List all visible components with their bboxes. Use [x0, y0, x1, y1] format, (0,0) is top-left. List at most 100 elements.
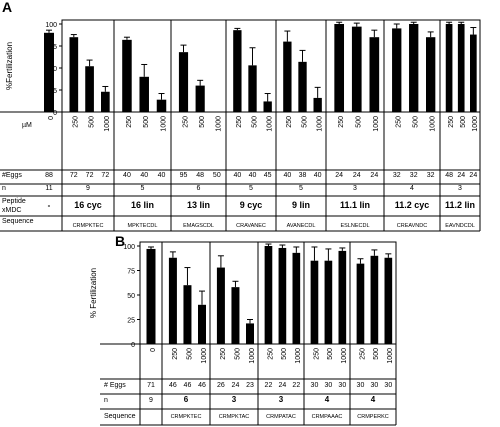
sequence-value-a: MPKTECDL [128, 223, 158, 229]
x-tick-label-a: 250 [73, 116, 80, 128]
x-tick-label-a: 1000 [317, 116, 324, 132]
eggs-value-a: 24 [469, 172, 477, 179]
x-tick-label-a: 500 [88, 116, 95, 128]
eggs-value-a: 40 [314, 172, 322, 179]
bar-b [292, 252, 301, 344]
row-label-peptide-a: xMDC [2, 207, 21, 214]
eggs-value-a: 40 [283, 172, 291, 179]
peptide-value-a: 11.2 lin [445, 200, 475, 210]
x-tick-label-b: 500 [234, 348, 241, 360]
x-tick-label-a: 1000 [160, 116, 167, 132]
bar-a [392, 28, 402, 112]
n-value-a: 5 [299, 185, 303, 192]
sequence-value-b: CRMPAAAC [312, 414, 343, 420]
panel-label-a: A [2, 0, 12, 15]
eggs-value-a: 24 [457, 172, 465, 179]
row-label-sequence-a: Sequence [2, 218, 34, 225]
eggs-value-b: 24 [232, 382, 240, 389]
bar-b [310, 260, 319, 344]
n-value-a: 3 [353, 185, 357, 192]
bar-a [470, 34, 477, 113]
eggs-value-b: 71 [147, 382, 155, 389]
x-tick-label-b: 500 [327, 348, 334, 360]
x-tick-label-a: 1000 [216, 116, 223, 132]
sequence-value-b: CRMPERKC [357, 414, 389, 420]
peptide-value-a: - [48, 201, 51, 210]
x-tick-label-a: 0 [48, 116, 55, 120]
sequence-value-a: ESLNECDL [340, 223, 369, 229]
peptide-value-a: 13 lin [187, 200, 210, 210]
x-tick-label-b: 0 [150, 348, 157, 352]
eggs-value-b: 24 [278, 382, 286, 389]
bar-b [246, 323, 254, 344]
bar-a [85, 66, 94, 112]
eggs-value-a: 48 [196, 172, 204, 179]
n-value-b: 6 [184, 395, 189, 404]
bar-b [264, 246, 273, 344]
eggs-value-a: 24 [353, 172, 361, 179]
x-tick-label-b: 250 [267, 348, 274, 360]
eggs-value-a: 48 [445, 172, 453, 179]
sequence-value-a: CREAVNDC [397, 223, 427, 229]
bar-a [101, 91, 110, 112]
peptide-value-a: 11.2 cyc [395, 200, 430, 210]
x-tick-label-a: 250 [338, 116, 345, 128]
eggs-value-a: 50 [213, 172, 221, 179]
x-tick-label-b: 500 [281, 348, 288, 360]
eggs-value-b: 22 [292, 382, 300, 389]
bar-a [248, 65, 257, 112]
eggs-value-b: 26 [217, 382, 225, 389]
bar-a [283, 41, 292, 112]
x-tick-label-a: 500 [301, 116, 308, 128]
x-tick-label-a: 1000 [373, 116, 380, 132]
x-tick-label-a: 1000 [472, 116, 479, 132]
x-tick-label-b: 500 [373, 348, 380, 360]
x-tick-label-a: 250 [286, 116, 293, 128]
x-tick-label-a: 500 [356, 116, 363, 128]
unit-label-a: µM [22, 122, 32, 129]
row-label-peptide-a: Peptide [2, 198, 26, 205]
bar-a [122, 39, 132, 113]
n-value-b: 3 [279, 395, 284, 404]
bar-a [351, 26, 362, 112]
x-tick-label-a: 250 [448, 116, 455, 128]
eggs-value-b: 30 [324, 382, 332, 389]
bar-a [263, 101, 272, 112]
x-tick-label-b: 250 [172, 348, 179, 360]
sequence-value-a: EAVNDCDL [445, 223, 475, 229]
eggs-value-a: 24 [370, 172, 378, 179]
bar-a [457, 24, 465, 112]
x-tick-label-a: 500 [251, 116, 258, 128]
eggs-value-a: 40 [158, 172, 166, 179]
bar-b [183, 285, 192, 344]
bar-a [233, 30, 242, 112]
eggs-value-b: 30 [384, 382, 392, 389]
x-tick-label-a: 500 [143, 116, 150, 128]
peptide-value-a: 9 cyc [240, 200, 263, 210]
bar-b [168, 257, 177, 344]
row-label-sequence-b: Sequence [104, 413, 136, 420]
x-tick-label-a: 500 [460, 116, 467, 128]
n-value-b: 4 [371, 395, 376, 404]
n-value-a: 4 [410, 185, 414, 192]
panel-label-b: B [115, 233, 125, 249]
y-tick-label-b: 25 [127, 318, 135, 325]
bar-b [198, 304, 206, 344]
bar-a [369, 37, 380, 113]
n-value-a: 5 [141, 185, 145, 192]
y-tick-label-b: 75 [127, 269, 135, 276]
x-tick-label-a: 500 [413, 116, 420, 128]
eggs-value-b: 23 [246, 382, 254, 389]
y-tick-label-a: 100 [45, 22, 57, 29]
n-value-b: 3 [232, 395, 237, 404]
row-label-n-b: n [104, 397, 108, 404]
x-tick-label-a: 500 [199, 116, 206, 128]
peptide-value-a: 16 cyc [74, 200, 102, 210]
y-axis-label-b: % Fertilization [89, 268, 98, 318]
x-tick-label-a: 1000 [104, 116, 111, 132]
eggs-value-a: 72 [101, 172, 109, 179]
y-tick-label-b: 50 [127, 293, 135, 300]
x-tick-label-b: 1000 [341, 348, 348, 364]
sequence-value-b: CRMPATAC [266, 414, 296, 420]
